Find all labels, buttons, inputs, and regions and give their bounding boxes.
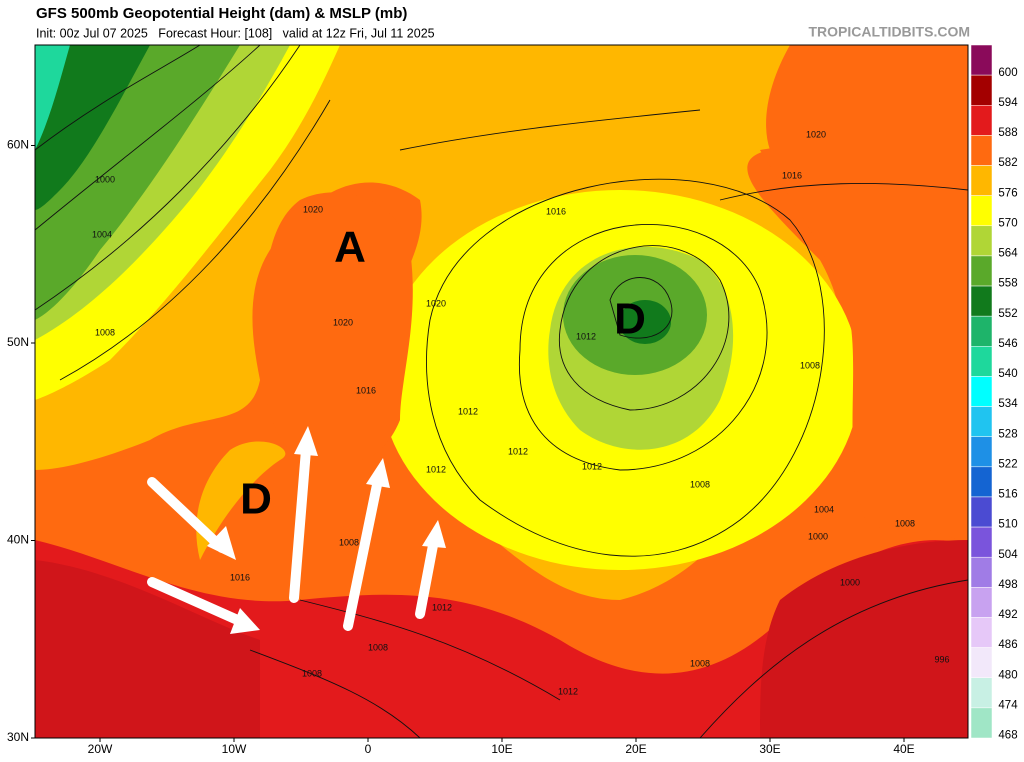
lon-tick-label: 30E (759, 742, 780, 756)
colorbar-swatch (970, 135, 993, 166)
isobar-label: 1000 (95, 174, 115, 184)
lat-tick-label: 30N (7, 730, 29, 744)
colorbar-label: 516 (998, 489, 1017, 501)
colorbar-swatch (970, 496, 993, 528)
isobar-label: 1012 (426, 464, 446, 474)
colorbar-label: 528 (998, 428, 1017, 440)
lon-tick-label: 0 (365, 742, 372, 756)
colorbar-swatch (970, 346, 993, 377)
colorbar-swatch (970, 587, 993, 618)
colorbar-swatch (970, 466, 993, 498)
isobar-label: 1012 (432, 602, 452, 612)
isobar-label: 1008 (800, 360, 820, 370)
colorbar-swatch (970, 436, 993, 468)
isobar-label: 1000 (840, 577, 860, 587)
colorbar-label: 570 (998, 217, 1017, 229)
colorbar-label: 468 (998, 730, 1017, 742)
lon-tick-label: 20E (625, 742, 646, 756)
colorbar-label: 540 (998, 368, 1017, 380)
isobar-label: 1016 (782, 170, 802, 180)
isobar-label: 1020 (806, 129, 826, 139)
colorbar-label: 504 (998, 549, 1018, 561)
colorbar-swatch (970, 195, 993, 227)
map-field (35, 45, 968, 738)
colorbar-label: 552 (998, 308, 1017, 320)
colorbar-swatch (970, 255, 993, 287)
isobar-label: 1004 (814, 504, 834, 514)
colorbar-swatch (970, 677, 993, 709)
colorbar-swatch (970, 526, 993, 558)
colorbar-swatch (970, 556, 993, 588)
isobar-label: 1008 (368, 642, 388, 652)
lat-tick-label: 40N (7, 533, 29, 547)
colorbar-swatch (970, 285, 993, 317)
lon-tick-label: 40E (893, 742, 914, 756)
isobar-label: 1020 (333, 317, 353, 327)
isobar-label: 1008 (95, 327, 115, 337)
isobar-label: 1004 (92, 229, 112, 239)
colorbar-swatch (970, 406, 993, 437)
subtitle: Init: 00z Jul 07 2025 Forecast Hour: [10… (36, 26, 435, 40)
colorbar-label: 492 (998, 609, 1017, 621)
colorbar-swatch (970, 165, 993, 196)
colorbar-swatch (970, 74, 993, 106)
colorbar-label: 600 (998, 67, 1017, 79)
arrow-heads (207, 426, 446, 634)
isobar-label: 1012 (576, 331, 596, 341)
lon-tick-label: 20W (88, 742, 113, 756)
colorbar-label: 576 (998, 187, 1017, 199)
colorbar-swatch (970, 105, 993, 136)
isobar-label: 1008 (690, 479, 710, 489)
colorbar-swatch (970, 647, 993, 678)
colorbar-label: 480 (998, 669, 1017, 681)
colorbar-label: 594 (998, 97, 1018, 109)
isobar-label: 996 (934, 654, 949, 664)
source: TROPICALTIDBITS.COM (808, 24, 970, 40)
lat-tick-label: 60N (7, 138, 29, 152)
isobar-label: 1016 (546, 206, 566, 216)
pressure-center: D (240, 475, 272, 524)
colorbar-swatch (970, 44, 993, 76)
colorbar-label: 558 (998, 278, 1017, 290)
lon-tick-label: 10W (222, 742, 247, 756)
colorbar-swatch (970, 617, 993, 648)
isobar-label: 1012 (458, 406, 478, 416)
isobar-label: 1008 (339, 537, 359, 547)
colorbar-label: 534 (998, 398, 1018, 410)
colorbar-label: 510 (998, 519, 1017, 531)
pressure-center: D (614, 295, 646, 344)
colorbar-swatch (970, 376, 993, 407)
colorbar-label: 588 (998, 127, 1017, 139)
colorbar-swatch (970, 225, 993, 257)
colorbar-label: 522 (998, 458, 1017, 470)
colorbar-label: 498 (998, 579, 1017, 591)
lon-tick-label: 10E (491, 742, 512, 756)
pressure-center: A (334, 223, 366, 272)
colorbar-swatch (970, 315, 993, 347)
title: GFS 500mb Geopotential Height (dam) & MS… (36, 5, 407, 22)
lat-tick-label: 50N (7, 335, 29, 349)
isobar-label: 1008 (895, 518, 915, 528)
isobar-label: 1016 (356, 385, 376, 395)
colorbar-label: 474 (998, 699, 1018, 711)
isobar-label: 1012 (508, 446, 528, 456)
isobar-label: 1000 (808, 531, 828, 541)
colorbar-label: 486 (998, 639, 1017, 651)
isobar-labels: 1000 1004 1008 1020 1020 1016 1020 1016 1012 1012… (92, 129, 950, 696)
colorbar-swatch (970, 707, 993, 739)
flow-arrows (147, 445, 439, 631)
colorbar-label: 582 (998, 157, 1017, 169)
isobar-label: 1008 (302, 668, 322, 678)
isobar-label: 1020 (426, 298, 446, 308)
isobar-label: 1020 (303, 204, 323, 214)
isobar-label: 1012 (582, 461, 602, 471)
colorbar-label: 564 (998, 248, 1018, 260)
isobar-label: 1012 (558, 686, 578, 696)
isobar-label: 1008 (690, 658, 710, 668)
isobar-label: 1016 (230, 572, 250, 582)
colorbar-label: 546 (998, 338, 1017, 350)
